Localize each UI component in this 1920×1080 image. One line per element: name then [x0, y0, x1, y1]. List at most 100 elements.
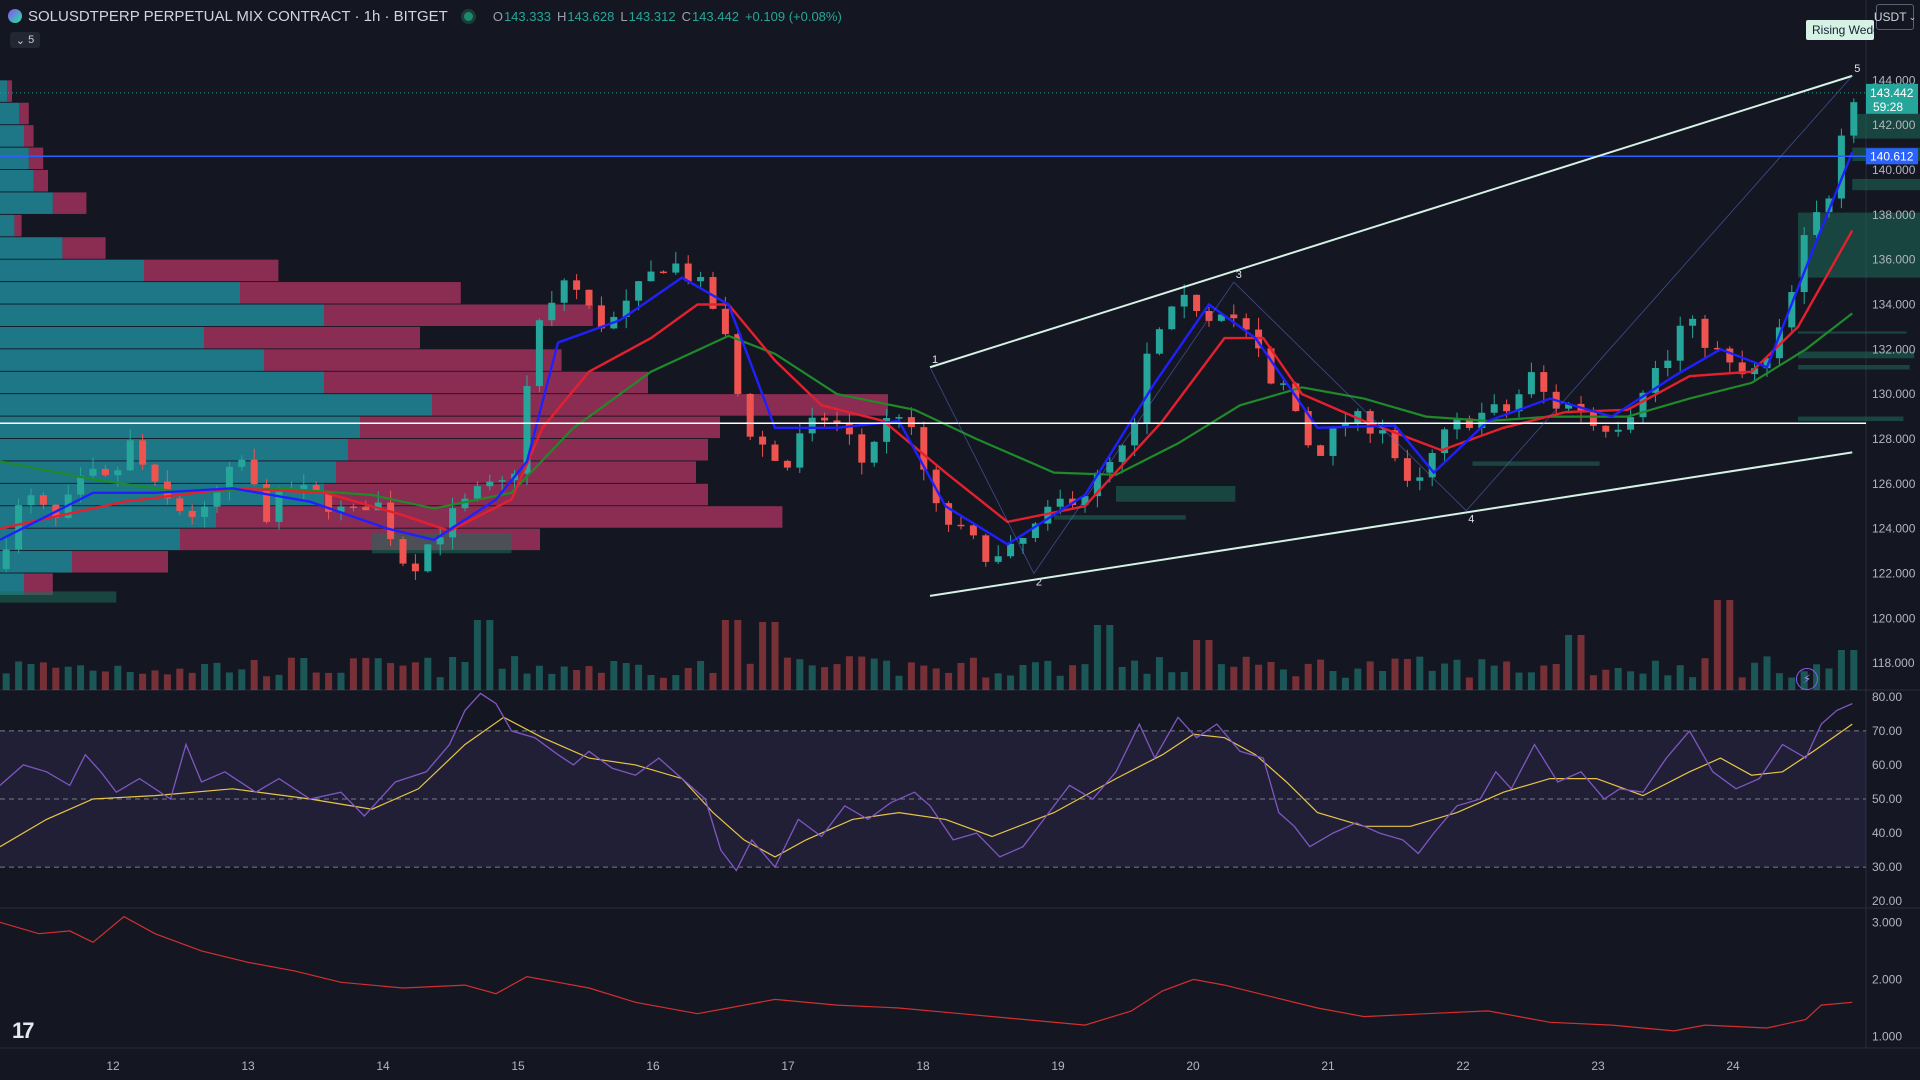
price-axis-tick: 142.000 [1872, 118, 1916, 132]
volume-bar [337, 672, 345, 690]
candle-body [1602, 425, 1610, 432]
candle-body [796, 433, 804, 468]
price-axis-tick: 134.000 [1872, 297, 1916, 311]
volume-bar [1453, 659, 1461, 690]
candle-body [1639, 392, 1647, 418]
volume-bar [1689, 677, 1697, 690]
candle-body [1118, 445, 1126, 463]
price-axis-tick: 118.000 [1872, 656, 1915, 670]
volume-bar [1515, 672, 1523, 690]
volume-bar [821, 667, 829, 690]
volume-bar [1627, 671, 1635, 690]
volume-profile-down-bar [19, 102, 29, 125]
volume-bar [114, 665, 122, 690]
price-axis-tick: 126.000 [1872, 477, 1916, 491]
volume-bar [1465, 677, 1473, 690]
close-value: 143.442 [691, 8, 739, 24]
candle-body [1155, 329, 1163, 354]
volume-profile-up-bar [0, 573, 24, 595]
volume-bar [969, 657, 977, 690]
volume-bar [1044, 660, 1052, 690]
currency-unit-button[interactable]: USDT ⌄ [1874, 4, 1916, 30]
volume-bar [746, 663, 754, 690]
price-axis-tick: 122.000 [1872, 566, 1916, 580]
candle-body [436, 537, 444, 545]
candle-body [1403, 458, 1411, 481]
candle-body [833, 420, 841, 423]
candle-body [89, 468, 97, 476]
volume-bar [1069, 665, 1077, 690]
open-label: O [492, 8, 503, 24]
candle-body [635, 281, 643, 301]
volume-bar [1379, 671, 1387, 690]
candle-body [411, 563, 419, 572]
volume-bar [1007, 675, 1015, 690]
volume-profile-up-bar [0, 125, 24, 147]
volume-profile-up-bar [0, 394, 432, 416]
volume-bar [1143, 673, 1151, 690]
volume-bar [734, 620, 742, 690]
candle-body [77, 475, 85, 495]
volume-bar [1478, 659, 1486, 690]
volume-bar [1168, 672, 1176, 690]
volume-bar [1527, 672, 1535, 690]
volume-bar [424, 657, 432, 690]
volume-bar [2, 673, 10, 690]
volume-bar [263, 676, 271, 690]
volume-bar [1726, 600, 1734, 690]
time-axis-tick: 17 [781, 1059, 795, 1073]
candle-body [1093, 472, 1101, 497]
volume-bar [635, 664, 643, 690]
candle-body [399, 539, 407, 564]
volume-bar [920, 665, 928, 690]
lightning-icon[interactable]: ⚡ [1796, 668, 1818, 690]
volume-bar [1552, 664, 1560, 690]
volume-bar [907, 662, 915, 690]
wedge-pivot-label: 1 [932, 354, 938, 366]
candle-body [201, 506, 209, 517]
candle-body [1143, 353, 1151, 424]
candle-body [1441, 429, 1449, 454]
volume-bar [1602, 669, 1610, 690]
volume-profile-up-bar [0, 551, 72, 573]
candle-body [101, 468, 109, 476]
candle-body [337, 506, 345, 512]
volume-profile-down-bar [264, 349, 562, 371]
change-value: +0.109 (+0.08%) [744, 8, 842, 24]
candle-body [1589, 411, 1597, 426]
candle-body [746, 393, 754, 437]
candle-body [1106, 462, 1114, 473]
indicator-collapse-button[interactable]: ⌄ 5 [10, 32, 40, 48]
pattern-label[interactable]: Rising Wedge [1806, 20, 1874, 40]
candle-body [300, 485, 308, 491]
candle-body [225, 466, 233, 492]
supply-demand-zone [1852, 113, 1920, 139]
volume-bar [1354, 668, 1362, 690]
volume-bar [721, 620, 729, 690]
candle-body [1205, 311, 1213, 321]
volume-bar [449, 657, 457, 690]
candle-body [622, 300, 630, 317]
rsi-axis-tick: 30.00 [1872, 860, 1902, 874]
volume-bar [349, 658, 357, 690]
price-axis-tick: 140.000 [1872, 163, 1916, 177]
volume-profile-up-bar [0, 371, 324, 394]
volume-profile-down-bar [240, 282, 461, 304]
volume-profile-down-bar [72, 551, 168, 573]
candle-body [1329, 426, 1337, 456]
volume-bar [870, 658, 878, 690]
volume-bar [895, 675, 903, 690]
candle-body [275, 489, 283, 522]
candle-body [659, 271, 667, 274]
volume-bar [1106, 625, 1114, 690]
candle-body [573, 280, 581, 290]
symbol-title[interactable]: SOLUSDTPERP PERPETUAL MIX CONTRACT · 1h … [28, 7, 448, 25]
volume-profile-up-bar [0, 80, 8, 102]
volume-bar [399, 665, 407, 690]
candle-body [1242, 318, 1250, 330]
volume-bar [1180, 671, 1188, 690]
candle-body [213, 491, 221, 507]
volume-bar [1329, 670, 1337, 690]
candle-body [114, 470, 122, 476]
